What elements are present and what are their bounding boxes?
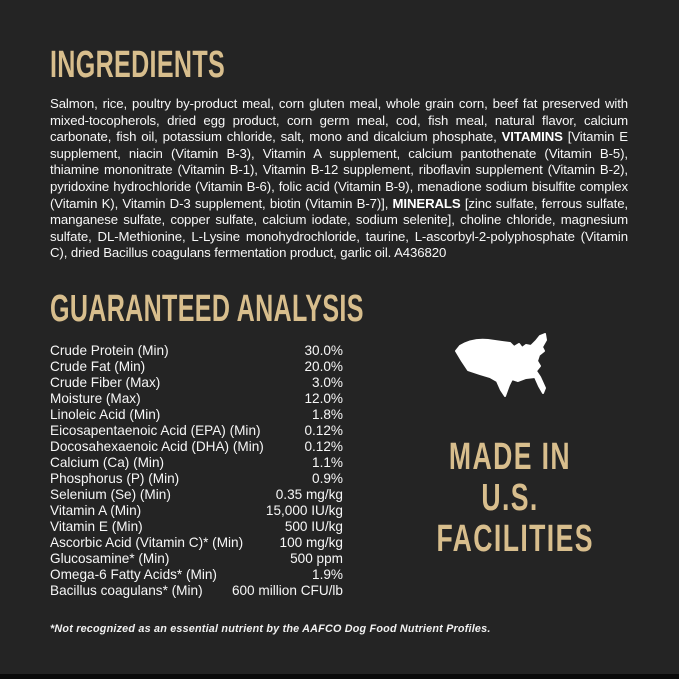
nutrient-label: Crude Protein (Min) [50,343,169,358]
ingredients-paragraph: Salmon, rice, poultry by-product meal, c… [50,96,628,262]
nutrient-label: Calcium (Ca) (Min) [50,455,165,470]
nutrient-value: 0.9% [312,471,343,486]
nutrient-label: Ascorbic Acid (Vitamin C)* (Min) [50,535,244,550]
nutrient-value: 500 ppm [290,551,343,566]
nutrient-value: 500 IU/kg [284,519,343,534]
guaranteed-analysis-heading: GUARANTEED ANALYSIS [50,290,525,328]
nutrient-label: Glucosamine* (Min) [50,551,170,566]
nutrient-label: Phosphorus (P) (Min) [50,471,180,486]
nutrient-value: 600 million CFU/lb [231,583,343,598]
nutrient-value: 0.12% [304,439,343,454]
minerals-label: MINERALS [392,195,461,211]
table-row: Crude Fat (Min) 20.0% [50,359,343,375]
table-row: Eicosapentaenoic Acid (EPA) (Min) 0.12% [50,423,343,439]
nutrient-value: 1.9% [312,567,343,582]
nutrient-value: 3.0% [312,375,343,390]
table-row: Vitamin A (Min) 15,000 IU/kg [50,503,343,519]
table-row: Glucosamine* (Min) 500 ppm [50,551,343,567]
guaranteed-analysis-table: Crude Protein (Min) 30.0% Crude Fat (Min… [50,343,343,599]
table-row: Docosahexaenoic Acid (DHA) (Min) 0.12% [50,439,343,455]
nutrient-label: Selenium (Se) (Min) [50,487,171,502]
nutrient-value: 1.8% [312,407,343,422]
nutrient-label: Crude Fat (Min) [50,359,146,374]
ingredients-heading-text: INGREDIENTS [50,44,226,86]
nutrient-label: Bacillus coagulans* (Min) [50,583,203,598]
ingredients-text-2: [Vitamin E supplement, niacin (Vitamin B… [50,129,628,211]
nutrient-value: 12.0% [304,391,343,406]
ingredients-text-1: Salmon, rice, poultry by-product meal, c… [50,96,628,145]
nutrient-label: Eicosapentaenoic Acid (EPA) (Min) [50,423,261,438]
aafco-footnote: *Not recognized as an essential nutrient… [50,623,491,635]
table-row: Crude Protein (Min) 30.0% [50,343,343,359]
nutrient-label: Vitamin E (Min) [50,519,143,534]
table-row: Vitamin E (Min) 500 IU/kg [50,519,343,535]
nutrient-label: Crude Fiber (Max) [50,375,161,390]
nutrient-label: Docosahexaenoic Acid (DHA) (Min) [50,439,264,454]
nutrient-label: Vitamin A (Min) [50,503,142,518]
vitamins-label: VITAMINS [501,129,563,145]
table-row: Crude Fiber (Max) 3.0% [50,375,343,391]
made-in-us-facilities-text: MADE IN U.S. FACILITIES [436,436,594,560]
table-row: Calcium (Ca) (Min) 1.1% [50,455,343,471]
nutrient-value: 30.0% [304,343,343,358]
guaranteed-analysis-heading-text: GUARANTEED ANALYSIS [50,288,364,330]
nutrient-value: 1.1% [312,455,343,470]
table-row: Bacillus coagulans* (Min) 600 million CF… [50,583,343,599]
table-row: Phosphorus (P) (Min) 0.9% [50,471,343,487]
table-row: Ascorbic Acid (Vitamin C)* (Min) 100 mg/… [50,535,343,551]
nutrient-value: 15,000 IU/kg [265,503,343,518]
nutrient-value: 0.35 mg/kg [275,487,343,502]
nutrient-label: Linoleic Acid (Min) [50,407,161,422]
nutrient-value: 20.0% [304,359,343,374]
table-row: Moisture (Max) 12.0% [50,391,343,407]
ingredients-heading: INGREDIENTS [50,46,315,84]
nutrient-label: Omega-6 Fatty Acids* (Min) [50,567,217,582]
table-row: Linoleic Acid (Min) 1.8% [50,407,343,423]
usa-map-shape [455,333,547,397]
made-in-line3: FACILITIES [436,518,594,560]
made-in-line1: MADE IN [448,436,572,478]
label-bottom-edge [0,674,679,679]
table-row: Selenium (Se) (Min) 0.35 mg/kg [50,487,343,503]
ingredients-text-3: [zinc sulfate, ferrous sulfate, manganes… [50,195,628,261]
nutrient-value: 0.12% [304,423,343,438]
usa-map-icon [455,333,547,397]
nutrient-value: 100 mg/kg [279,535,343,550]
nutrient-label: Moisture (Max) [50,391,141,406]
table-row: Omega-6 Fatty Acids* (Min) 1.9% [50,567,343,583]
made-in-line2: U.S. [481,477,539,519]
